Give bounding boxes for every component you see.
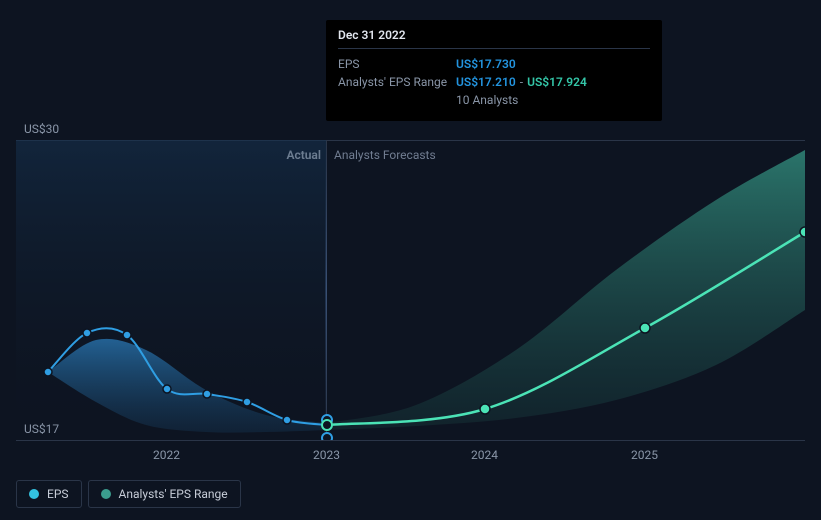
y-tick-label-max: US$30 (24, 122, 59, 136)
tooltip-range-label: Analysts' EPS Range (338, 75, 456, 89)
x-tick-label: 2025 (631, 448, 658, 462)
chart-marker (203, 390, 211, 398)
chart-marker (44, 368, 52, 376)
hover-marker (322, 420, 332, 430)
x-tick-label: 2022 (153, 448, 180, 462)
chart-marker (283, 416, 291, 424)
legend-item-eps[interactable]: EPS (16, 480, 82, 508)
legend-item-range[interactable]: Analysts' EPS Range (88, 480, 241, 508)
chart-marker (123, 331, 131, 339)
chart-marker (243, 398, 251, 406)
chart-marker (163, 385, 171, 393)
legend-dot-range (101, 489, 111, 499)
tooltip-spacer (338, 93, 456, 107)
tooltip-range-high: US$17.924 (527, 75, 587, 89)
tooltip-range-low: US$17.210 (456, 75, 516, 89)
tooltip-range-sep: - (516, 75, 527, 89)
tooltip-date: Dec 31 2022 (338, 28, 650, 49)
eps-chart[interactable] (16, 140, 805, 440)
chart-marker (800, 227, 805, 237)
hover-markers (322, 415, 332, 440)
x-tick-label: 2023 (313, 448, 340, 462)
range-area-forecast (327, 150, 805, 430)
chart-legend: EPS Analysts' EPS Range (16, 480, 241, 508)
tooltip-eps-label: EPS (338, 57, 456, 71)
legend-label-range: Analysts' EPS Range (119, 487, 228, 501)
chart-tooltip: Dec 31 2022 EPS US$17.730 Analysts' EPS … (326, 20, 662, 121)
tooltip-analysts-count: 10 Analysts (456, 93, 518, 107)
chart-marker (640, 323, 650, 333)
legend-dot-eps (29, 489, 39, 499)
hover-marker (322, 433, 332, 440)
x-tick-label: 2024 (471, 448, 498, 462)
chart-marker (83, 329, 91, 337)
chart-marker (480, 404, 490, 414)
tooltip-eps-value: US$17.730 (456, 57, 516, 71)
gridline-bottom (16, 440, 805, 441)
legend-label-eps: EPS (47, 487, 69, 501)
